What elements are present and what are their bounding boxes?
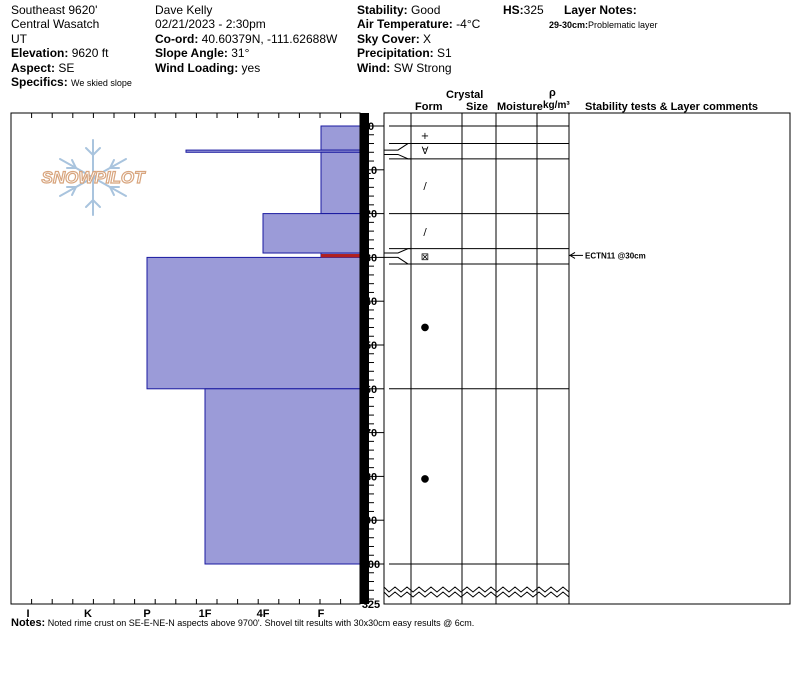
specifics-row: Specifics: We skied slope [11, 75, 132, 89]
stability-row: Stability: Good [357, 3, 441, 17]
logo-text: SNOWPILOT [42, 168, 147, 187]
depth-tick-label: 60 [365, 384, 377, 396]
state: UT [11, 32, 27, 46]
hardness-tick-label: K [84, 608, 92, 620]
hardness-tick-label: P [143, 608, 150, 620]
col-form: Form [415, 101, 443, 113]
depth-tick-label: 50 [365, 340, 377, 352]
grain-form-symbol: ● [421, 322, 430, 333]
depth-tick-label: 0 [368, 121, 374, 133]
col-moisture: Moisture [497, 101, 543, 113]
col-density-unit: kg/m³ [543, 100, 570, 111]
layer-note: 29-30cm:Problematic layer [549, 20, 658, 30]
layer-notes-title: Layer Notes: [564, 3, 637, 17]
depth-tick-label: 90 [365, 515, 377, 527]
sky-row: Sky Cover: X [357, 32, 432, 46]
layer-connector [384, 153, 411, 160]
depth-tick-label: 100 [362, 559, 380, 571]
depth-axis: 0 10 20 30 40 50 60 70 80 90 100 325 [362, 121, 384, 611]
grain-table [383, 112, 791, 605]
location: Southeast 9620' [11, 3, 98, 17]
hardness-layers [146, 125, 361, 565]
grain-form-symbol: ● [421, 473, 430, 484]
depth-tick-label: 325 [362, 599, 380, 611]
grain-table-columns [410, 113, 570, 604]
grain-rows: + ∀ / / ⊠ ● ● [384, 125, 569, 565]
hardness-tick-label: 4F [257, 608, 270, 620]
depth-tick-label: 80 [365, 471, 377, 483]
col-size: Size [466, 101, 489, 113]
problem-layer-marker [321, 254, 360, 258]
depth-tick-label: 30 [365, 252, 377, 264]
slope-row: Slope Angle: 31° [155, 46, 250, 60]
hardness-tick-label: F [318, 608, 325, 620]
hardness-tick-label: I [26, 608, 29, 620]
depth-tick-label: 70 [365, 428, 377, 440]
aspect-row: Aspect: SE [11, 61, 75, 75]
hardness-tick-label: 1F [199, 608, 212, 620]
air-temp-row: Air Temperature: -4°C [357, 17, 481, 31]
precip-row: Precipitation: S1 [357, 46, 452, 60]
hardness-top-ticks [10, 113, 342, 118]
col-crystal: Crystal [446, 89, 484, 101]
datetime: 02/21/2023 - 2:30pm [155, 17, 266, 31]
grain-form-symbol: / [423, 227, 427, 238]
hardness-layer-bar [262, 213, 361, 254]
hardness-layer-bar [320, 125, 361, 151]
hardness-layer-bar [204, 388, 361, 565]
hardness-axis: I K P 1F 4F F [10, 599, 342, 620]
range: Central Wasatch [11, 17, 100, 31]
snowpilot-logo: SNOWPILOT [41, 139, 147, 216]
stability-test-markers: ECTN11 @30cm [569, 251, 646, 260]
grain-form-symbol: / [423, 181, 427, 192]
layer-connector [384, 143, 411, 151]
coord-row: Co-ord: 40.60379N, -111.62688W [155, 32, 338, 46]
wind-loading-row: Wind Loading: yes [155, 61, 261, 75]
col-rho: ρ [549, 87, 556, 99]
grain-form-symbol: ⊠ [421, 252, 429, 263]
hardness-layer-bar [146, 256, 361, 390]
depth-bar [360, 113, 369, 604]
grain-form-symbol: ∀ [422, 146, 429, 157]
depth-tick-label: 40 [365, 296, 377, 308]
stability-test-label: ECTN11 @30cm [585, 251, 646, 260]
wind-row: Wind: SW Strong [357, 61, 452, 75]
grain-form-symbol: + [421, 131, 429, 142]
depth-tick-label: 20 [365, 209, 377, 221]
notes: Notes: Noted rime crust on SE-E-NE-N asp… [11, 617, 475, 629]
observer: Dave Kelly [155, 3, 213, 17]
hs-row: HS:325 [503, 3, 544, 17]
test-arrow [569, 251, 576, 259]
layer-connector [384, 248, 411, 254]
layer-connector [384, 256, 411, 265]
col-stability-tests: Stability tests & Layer comments [585, 101, 759, 113]
hardness-layer-bar [320, 151, 361, 215]
elevation-row: Elevation: 9620 ft [11, 46, 109, 60]
depth-break [383, 586, 570, 598]
depth-tick-label: 10 [365, 165, 377, 177]
